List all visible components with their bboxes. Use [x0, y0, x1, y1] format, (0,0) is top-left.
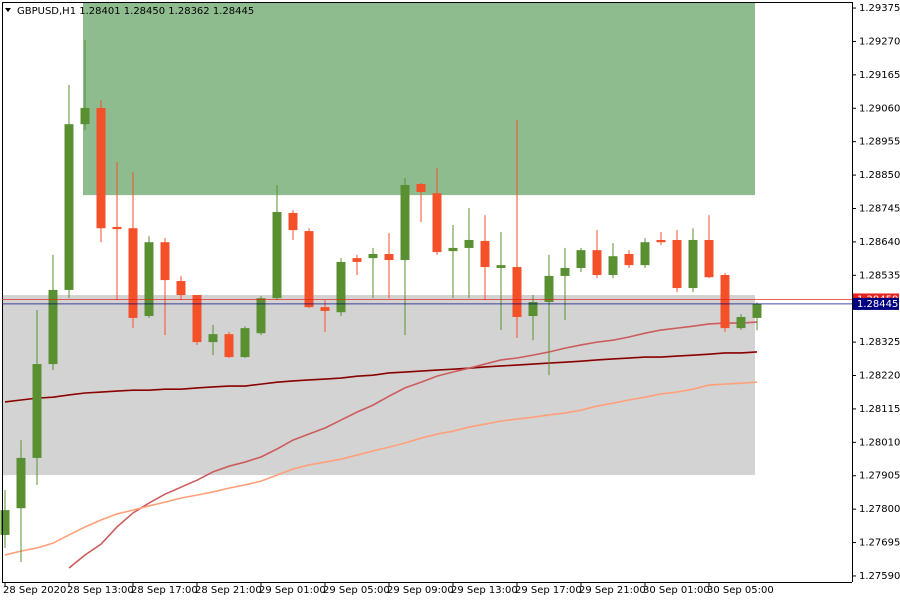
x-tick-label: 30 Sep 05:00 — [707, 585, 774, 596]
y-tick-label: 1.28010 — [859, 437, 900, 448]
candle-body — [528, 302, 538, 317]
candle-body — [224, 334, 234, 358]
x-tick-label: 29 Sep 01:00 — [259, 585, 326, 596]
x-tick-label: 29 Sep 05:00 — [323, 585, 390, 596]
candle-body — [736, 316, 746, 329]
zone — [83, 2, 755, 196]
candle-body — [0, 510, 10, 535]
x-tick-label: 28 Sep 2020 — [3, 585, 66, 596]
x-tick-label: 28 Sep 21:00 — [195, 585, 262, 596]
y-tick-label: 1.27905 — [859, 471, 900, 482]
candle-body — [640, 242, 650, 266]
candle-body — [544, 275, 554, 303]
chart-title: GBPUSD,H1 1.28401 1.28450 1.28362 1.2844… — [17, 6, 254, 17]
candle-body — [336, 261, 346, 313]
candle-body — [16, 457, 26, 509]
price-label-box — [853, 297, 899, 310]
candle-body — [480, 240, 490, 268]
candle-body — [256, 298, 266, 334]
candle-body — [352, 258, 362, 262]
candle-body — [496, 265, 506, 268]
candle-body — [80, 107, 90, 125]
candle-body — [608, 256, 618, 275]
y-tick-label: 1.29165 — [859, 70, 900, 81]
candle-body — [592, 250, 602, 275]
price-label: 1.28445 — [857, 299, 898, 310]
y-tick-label: 1.29270 — [859, 36, 900, 47]
candle-body — [208, 334, 218, 343]
y-tick-label: 1.29375 — [859, 3, 900, 14]
x-tick-label: 28 Sep 13:00 — [67, 585, 134, 596]
candle-body — [160, 242, 170, 281]
candle-body — [512, 267, 522, 317]
candle-body — [64, 124, 74, 290]
y-tick-label: 1.27590 — [859, 571, 900, 582]
x-tick-label: 28 Sep 17:00 — [131, 585, 198, 596]
candle-body — [560, 267, 570, 276]
moving-average — [4, 351, 758, 403]
candle-body — [432, 193, 442, 253]
x-tick-label: 29 Sep 21:00 — [579, 585, 646, 596]
candle-body — [320, 307, 330, 311]
y-tick-label: 1.28220 — [859, 371, 900, 382]
zone — [2, 295, 755, 476]
candle-body — [144, 242, 154, 317]
candle-body — [176, 281, 186, 296]
candle-body — [576, 250, 586, 268]
x-tick-label: 29 Sep 13:00 — [451, 585, 518, 596]
candle-body — [400, 184, 410, 261]
y-tick-label: 1.27800 — [859, 504, 900, 515]
candle-body — [96, 107, 106, 229]
candle-body — [368, 253, 378, 259]
y-tick-label: 1.28325 — [859, 337, 900, 348]
plot-area — [0, 2, 762, 569]
y-tick-label: 1.28535 — [859, 270, 900, 281]
candle-body — [464, 239, 474, 248]
y-tick-label: 1.28745 — [859, 203, 900, 214]
moving-average — [68, 321, 758, 569]
candle-body — [240, 328, 250, 358]
y-tick-label: 1.27695 — [859, 538, 900, 549]
candle-body — [688, 239, 698, 289]
y-tick-label: 1.29060 — [859, 103, 900, 114]
candle-body — [720, 274, 730, 329]
candle-body — [416, 183, 426, 192]
candle-body — [128, 228, 138, 318]
moving-average — [4, 381, 758, 556]
y-tick-label: 1.28640 — [859, 237, 900, 248]
y-tick-label: 1.28115 — [859, 404, 900, 415]
y-tick-label: 1.28850 — [859, 170, 900, 181]
candle-body — [704, 239, 714, 278]
x-tick-label: 30 Sep 01:00 — [643, 585, 710, 596]
candle-body — [272, 211, 282, 299]
candle-body — [192, 295, 202, 343]
candle-body — [288, 212, 298, 231]
menu-arrow — [5, 8, 11, 12]
candle-body — [32, 364, 42, 458]
candle-body — [672, 239, 682, 289]
x-tick-label: 29 Sep 09:00 — [387, 585, 454, 596]
x-tick-label: 29 Sep 17:00 — [515, 585, 582, 596]
candle-body — [112, 226, 122, 230]
candle-body — [656, 239, 666, 243]
y-tick-label: 1.28955 — [859, 137, 900, 148]
candle-body — [48, 289, 58, 365]
candle-body — [384, 253, 394, 261]
candle-body — [448, 247, 458, 252]
candle-body — [752, 303, 762, 318]
candle-body — [304, 231, 314, 308]
candle-body — [624, 253, 634, 266]
